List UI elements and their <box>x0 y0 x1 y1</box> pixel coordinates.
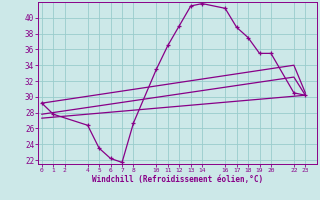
X-axis label: Windchill (Refroidissement éolien,°C): Windchill (Refroidissement éolien,°C) <box>92 175 263 184</box>
